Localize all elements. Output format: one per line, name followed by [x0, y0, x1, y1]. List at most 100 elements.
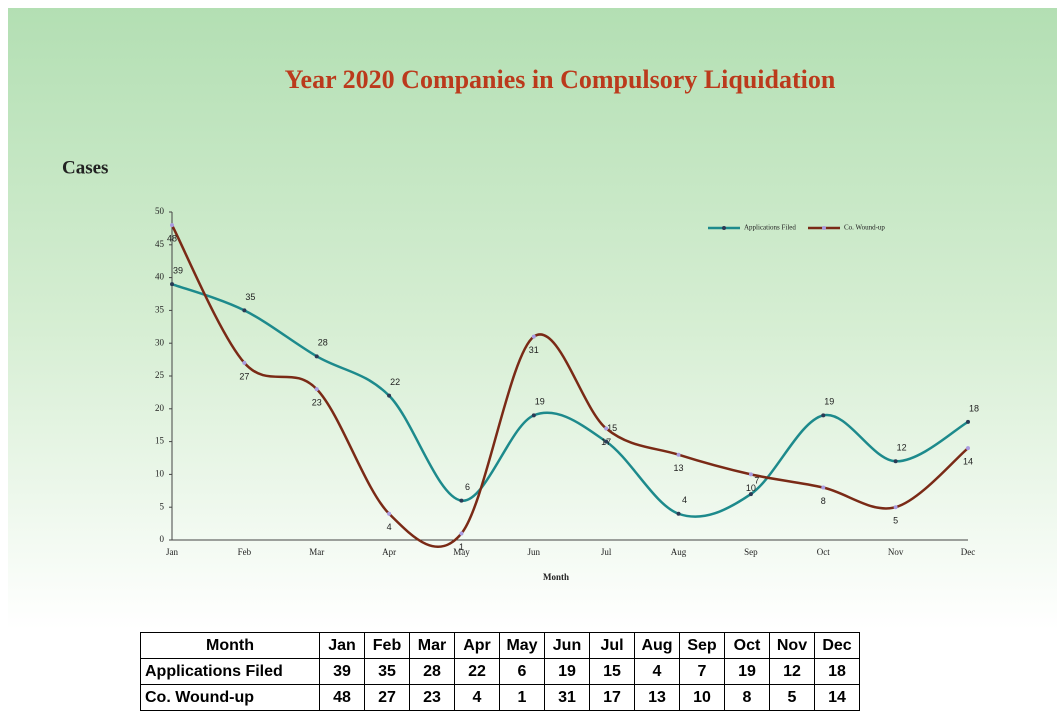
y-tick-label: 25 [155, 370, 165, 380]
x-tick-label: Sep [744, 547, 758, 557]
table-cell: 18 [814, 658, 860, 685]
table-cell: 14 [814, 684, 860, 711]
table-cell: 19 [544, 658, 590, 685]
data-label: 6 [465, 482, 470, 492]
x-tick-label: Apr [382, 547, 396, 557]
table-cell: 48 [319, 684, 365, 711]
table-cell: 23 [409, 684, 455, 711]
table-cell: Jan [319, 632, 365, 659]
point [748, 472, 753, 477]
point [821, 413, 826, 418]
data-label: 39 [173, 266, 183, 276]
table-cell: Sep [679, 632, 725, 659]
table-cell: Month [140, 632, 320, 659]
table-cell: 5 [769, 684, 815, 711]
data-label: 48 [167, 233, 177, 243]
data-label: 5 [893, 516, 898, 526]
data-label: 8 [821, 496, 826, 506]
table-cell: 22 [454, 658, 500, 685]
data-label: 35 [245, 292, 255, 302]
background [8, 8, 1057, 715]
point [459, 498, 464, 503]
point [966, 419, 970, 424]
legend-marker [722, 226, 726, 230]
point [966, 446, 970, 451]
x-tick-label: May [453, 547, 470, 557]
x-tick-label: Oct [817, 547, 830, 557]
data-label: 13 [674, 463, 684, 473]
y-tick-label: 45 [155, 239, 165, 249]
data-label: 4 [387, 522, 392, 532]
point [531, 334, 536, 339]
table-cell: Jun [544, 632, 590, 659]
table-cell: Nov [769, 632, 815, 659]
table-row: Co. Wound-up 48 27 23 4 1 31 17 13 10 8 5 14 [140, 684, 860, 711]
table-cell: 27 [364, 684, 410, 711]
table-cell: 4 [634, 658, 680, 685]
point [604, 426, 609, 431]
y-tick-label: 40 [155, 272, 165, 282]
x-tick-label: Jan [166, 547, 178, 557]
chart-title: Year 2020 Companies in Compulsory Liquid… [285, 65, 836, 94]
table-cell: Aug [634, 632, 680, 659]
data-label: 10 [746, 483, 756, 493]
x-tick-label: Jun [528, 547, 541, 557]
table-cell: Dec [814, 632, 860, 659]
table-cell: Applications Filed [140, 658, 320, 685]
point [314, 387, 319, 392]
table-cell: 19 [724, 658, 770, 685]
table-cell: 28 [409, 658, 455, 685]
legend-label: Co. Wound-up [844, 224, 885, 232]
table-cell: Oct [724, 632, 770, 659]
point [242, 308, 247, 313]
data-table: Month Jan Feb Mar Apr May Jun Jul Aug Sep Oct Nov De… [140, 632, 860, 711]
point [459, 531, 464, 536]
point [387, 511, 392, 516]
data-label: 7 [754, 475, 759, 485]
data-label: 18 [969, 403, 979, 413]
x-tick-label: Dec [961, 547, 976, 557]
point [314, 354, 319, 359]
point [387, 393, 392, 398]
point [676, 511, 681, 516]
chart: Year 2020 Companies in Compulsory Liquid… [62, 65, 979, 582]
table-cell: 8 [724, 684, 770, 711]
legend-marker [822, 226, 826, 230]
table-cell: 35 [364, 658, 410, 685]
point [748, 492, 753, 497]
data-label: 19 [535, 397, 545, 407]
point [170, 223, 174, 228]
table-cell: 31 [544, 684, 590, 711]
table-cell: 1 [499, 684, 545, 711]
y-tick-label: 30 [155, 337, 165, 347]
data-label: 15 [607, 423, 617, 433]
data-label: 23 [312, 397, 322, 407]
table-row: Applications Filed 39 35 28 22 6 19 15 4 7 19 12 18 [140, 658, 860, 685]
table-row: Month Jan Feb Mar Apr May Jun Jul Aug Sep Oct Nov De… [140, 632, 860, 659]
data-label: 12 [897, 443, 907, 453]
table-cell: 15 [589, 658, 635, 685]
table-cell: Feb [364, 632, 410, 659]
table-cell: Apr [454, 632, 500, 659]
table-cell: 13 [634, 684, 680, 711]
data-label: 1 [459, 542, 464, 552]
data-label: 31 [529, 345, 539, 355]
y-tick-label: 0 [160, 534, 165, 544]
series-line [171, 282, 969, 518]
point [676, 452, 681, 457]
y-axis-label: Cases [62, 157, 108, 178]
y-tick-label: 50 [155, 206, 165, 216]
y-tick-label: 15 [155, 436, 165, 446]
table-cell: Mar [409, 632, 455, 659]
series-line [170, 224, 969, 548]
x-axis-label: Month [543, 572, 569, 582]
y-tick-label: 35 [155, 304, 165, 314]
x-tick-label: Feb [238, 547, 252, 557]
table-cell: Jul [589, 632, 635, 659]
legend-label: Applications Filed [744, 224, 796, 232]
table-cell: 7 [679, 658, 725, 685]
table-cell: 6 [499, 658, 545, 685]
x-tick-label: Aug [671, 547, 687, 557]
point [604, 439, 609, 444]
